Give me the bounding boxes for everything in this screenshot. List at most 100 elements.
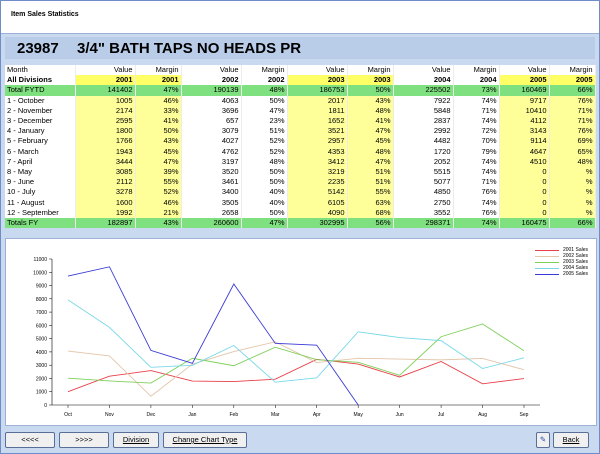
row-label: Month (5, 65, 76, 76)
table-cell: 2658 (181, 207, 242, 218)
table-cell: 9114 (499, 136, 550, 147)
table-cell: 2004 (393, 75, 454, 86)
next-button[interactable]: >>>> (59, 432, 109, 448)
table-cell: Value (181, 65, 242, 76)
table-cell: Margin (347, 65, 394, 76)
table-cell: 71% (549, 105, 596, 116)
table-cell: 0 (499, 207, 550, 218)
table-cell: % (549, 166, 596, 178)
division-button[interactable]: Division (113, 432, 159, 448)
table-cell: Margin (549, 65, 596, 76)
table-cell: 4510 (499, 156, 550, 167)
table-row[interactable]: 2 - November 2174 33% 3696 47% 1811 48% 5848 71%… (5, 105, 596, 116)
table-cell: 4027 (181, 136, 242, 147)
series-line-1 (67, 358, 525, 393)
table-cell: 2992 (393, 126, 454, 137)
table-row[interactable]: 9 - June 2112 55% 3461 50% 2235 51% 5077 71% 0% (5, 177, 596, 188)
change-chart-type-button[interactable]: Change Chart Type (163, 432, 247, 448)
change-chart-type-label: Change Chart Type (172, 435, 238, 444)
table-cell: 39% (135, 166, 182, 178)
row-label: All Divisions (5, 75, 76, 86)
series-line-3 (67, 323, 525, 384)
pin-button[interactable]: ✎ (536, 432, 550, 448)
table-cell: 1992 (75, 207, 136, 218)
table-cell: 69% (549, 136, 596, 147)
back-button[interactable]: Back (553, 432, 589, 448)
table-cell: 3696 (181, 105, 242, 116)
table-row[interactable]: Total FYTD 141402 47% 190139 48% 186753 50% 225… (5, 85, 596, 96)
table-cell: 1600 (75, 197, 136, 208)
legend-label: 2001 Sales (562, 247, 588, 253)
table-row[interactable]: 8 - May 3085 39% 3520 50% 3219 51% 5515 74% 0% (5, 166, 596, 178)
table-cell: 48% (549, 156, 596, 167)
table-cell: 72% (453, 126, 500, 137)
legend-swatch (534, 268, 559, 269)
table-cell: 1811 (287, 105, 348, 116)
x-tick-label: Dec (146, 412, 155, 418)
row-label: 6 - March (5, 146, 76, 157)
table-cell: 2002 (241, 75, 288, 86)
table-cell: 76% (549, 126, 596, 137)
table-cell: 47% (135, 156, 182, 167)
legend-entry: 2003 Sales (534, 259, 588, 265)
row-label: 12 - September (5, 207, 76, 218)
table-cell: 73% (453, 85, 500, 96)
table-cell: 50% (241, 177, 288, 188)
grid-header-row[interactable]: Month Value Margin Value Margin Value Margin Va… (5, 65, 596, 76)
table-cell: 68% (347, 207, 394, 218)
chart-legend: 2001 Sales 2002 Sales 2003 Sales 2004 Sales… (534, 247, 588, 277)
table-row[interactable]: 6 - March 1943 45% 4762 52% 4353 48% 1720 79% 464… (5, 146, 596, 157)
y-tick-label: 11000 (33, 257, 47, 263)
table-cell: 66% (549, 217, 596, 228)
table-row[interactable]: 3 - December 2595 41% 657 23% 1652 41% 2837 74% 4… (5, 115, 596, 127)
table-cell: 1005 (75, 95, 136, 106)
table-cell: 2005 (549, 75, 596, 86)
y-tick-label: 4000 (36, 350, 47, 356)
table-cell: 48% (347, 105, 394, 116)
legend-label: 2003 Sales (562, 259, 588, 265)
table-cell: 3219 (287, 166, 348, 178)
table-cell: 2235 (287, 177, 348, 188)
table-cell: 48% (241, 85, 288, 96)
x-tick-label: Mar (271, 412, 280, 418)
table-cell: 1720 (393, 146, 454, 157)
row-label: 11 - August (5, 197, 76, 208)
table-row[interactable]: 12 - September 1992 21% 2658 50% 4090 68% 3552 7… (5, 207, 596, 218)
series-line-2 (67, 341, 525, 397)
table-cell: 3400 (181, 187, 242, 198)
legend-entry: 2005 Sales (534, 271, 588, 277)
table-cell: 4063 (181, 95, 242, 106)
table-cell: 3520 (181, 166, 242, 178)
table-row[interactable]: Totals FY 182897 43% 260600 47% 302995 56% 2983… (5, 217, 596, 228)
row-label: Total FYTD (5, 85, 76, 96)
table-cell: 6105 (287, 197, 348, 208)
table-cell: 1766 (75, 136, 136, 147)
table-cell: 70% (453, 136, 500, 147)
table-row[interactable]: 10 - July 3278 52% 3400 40% 5142 55% 4850 76% 0% (5, 187, 596, 198)
table-cell: 2957 (287, 136, 348, 147)
grid-division-row[interactable]: All Divisions 2001 2001 2002 2002 2003 2003 200… (5, 75, 596, 86)
table-row[interactable]: 11 - August 1600 46% 3505 40% 6105 63% 2750 74% 0… (5, 197, 596, 208)
row-label: 9 - June (5, 177, 76, 188)
table-cell: 3079 (181, 126, 242, 137)
table-cell: Margin (241, 65, 288, 76)
table-cell: % (549, 197, 596, 208)
table-cell: 2112 (75, 177, 136, 188)
table-cell: 65% (549, 146, 596, 157)
table-row[interactable]: 1 - October 1005 46% 4063 50% 2017 43% 7922 74% 9… (5, 95, 596, 106)
y-tick-label: 3000 (36, 363, 47, 369)
row-label: 2 - November (5, 105, 76, 116)
table-cell: 76% (453, 187, 500, 198)
previous-button[interactable]: <<<< (5, 432, 55, 448)
bottom-toolbar: <<<< >>>> Division Change Chart Type ✎ B… (1, 427, 599, 453)
sales-grid[interactable]: Month Value Margin Value Margin Value Margin Va… (5, 65, 596, 228)
table-cell: 5515 (393, 166, 454, 178)
table-cell: Value (287, 65, 348, 76)
table-cell: 41% (347, 115, 394, 127)
legend-swatch (534, 256, 559, 257)
table-row[interactable]: 4 - January 1800 50% 3079 51% 3521 47% 2992 72% 3… (5, 126, 596, 137)
table-row[interactable]: 7 - April 3444 47% 3197 48% 3412 47% 2052 74% 451… (5, 156, 596, 167)
table-cell: 1800 (75, 126, 136, 137)
table-row[interactable]: 5 - February 1766 43% 4027 52% 2957 45% 4482 70%… (5, 136, 596, 147)
legend-swatch (534, 274, 559, 275)
